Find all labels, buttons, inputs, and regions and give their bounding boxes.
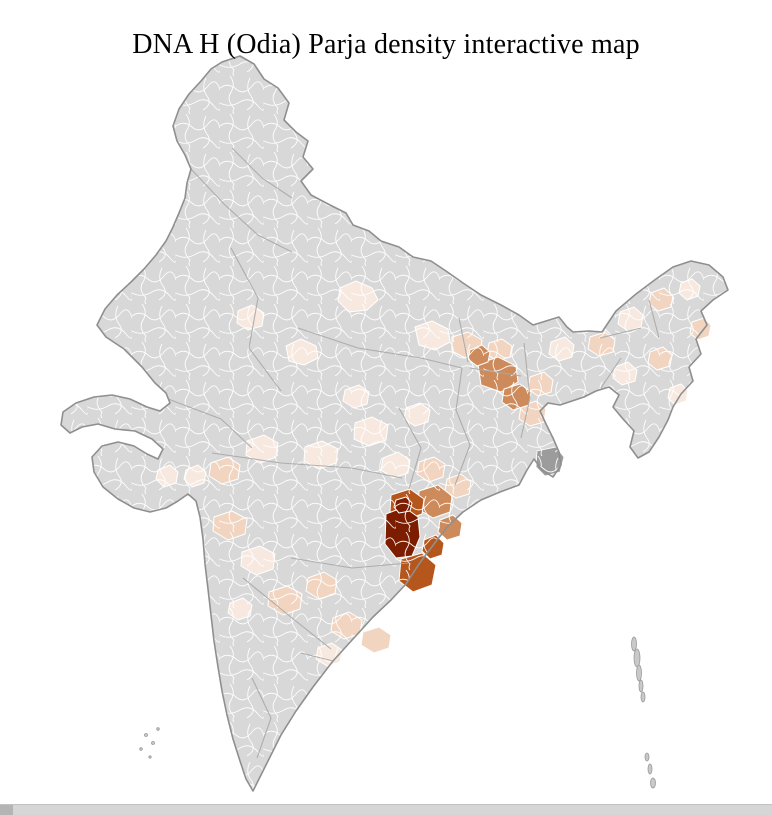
district-region[interactable] — [360, 626, 392, 654]
lakshadweep-islands — [139, 727, 160, 759]
andaman-nicobar-islands — [631, 636, 656, 789]
state-borders — [167, 147, 660, 759]
page-title: DNA H (Odia) Parja density interactive m… — [132, 28, 640, 60]
bottom-bar-corner — [0, 805, 13, 815]
bottom-bar[interactable] — [0, 804, 772, 815]
